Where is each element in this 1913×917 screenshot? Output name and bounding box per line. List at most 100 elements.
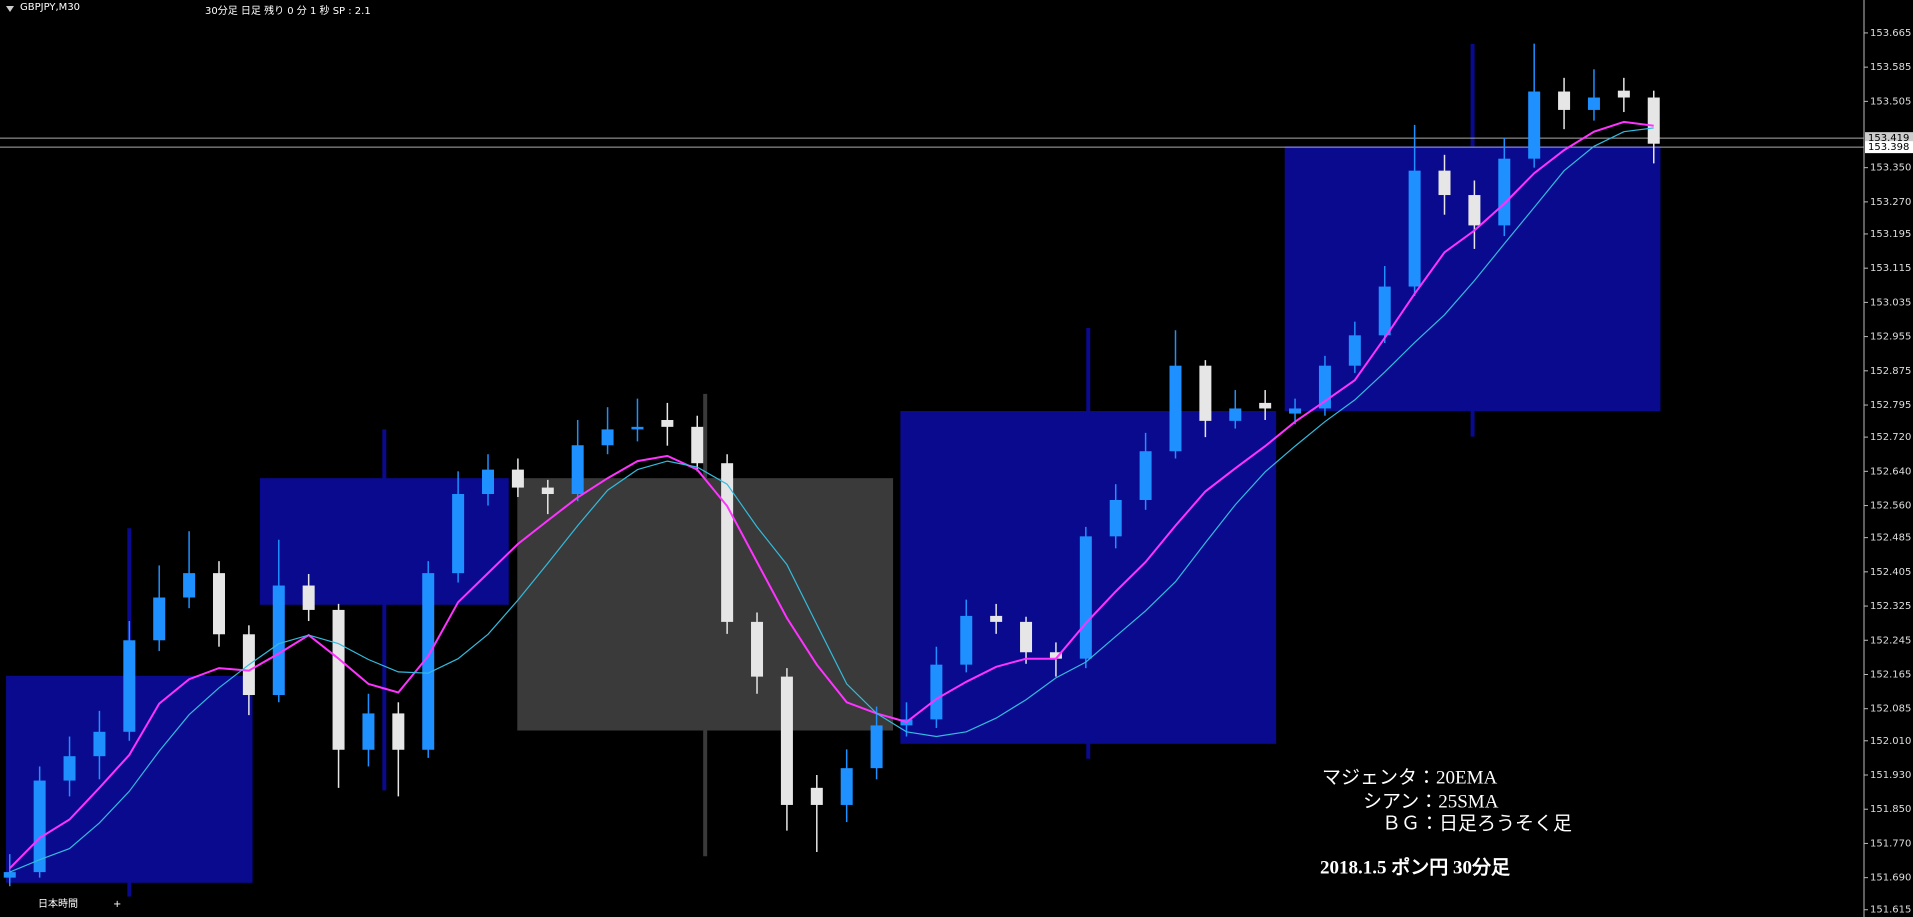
candle-body [1139, 451, 1152, 500]
candle-body [1408, 170, 1421, 287]
candle-body [1109, 499, 1122, 537]
collapse-icon[interactable] [6, 6, 14, 12]
candle-body [302, 585, 315, 610]
subtitle: 30分足 日足 残り 0 分 1 秒 SP : 2.1 [205, 4, 371, 17]
daily-body [259, 478, 509, 605]
candle-body [332, 609, 345, 750]
ma-line [9, 120, 1654, 869]
daily-body [517, 478, 894, 731]
candle-body [1289, 408, 1302, 414]
candle-body [3, 872, 16, 878]
candle-body [452, 493, 465, 574]
candle-body [930, 664, 943, 720]
price-label: 153.419 [1868, 133, 1909, 144]
y-tick-label: 153.195 [1870, 229, 1911, 240]
candle-body [691, 426, 704, 464]
candle-body [63, 756, 76, 781]
candle-body [1558, 91, 1571, 110]
candle-body [212, 573, 225, 635]
y-tick-label: 153.505 [1870, 96, 1911, 107]
candle-body [1378, 286, 1391, 336]
candle-body [482, 469, 495, 494]
candle-body [1049, 652, 1062, 659]
candle-body [392, 713, 405, 750]
y-tick-label: 153.350 [1870, 163, 1911, 174]
candle-body [1079, 536, 1092, 659]
candle-body [601, 429, 614, 446]
candle-body [780, 676, 793, 805]
candle-body [661, 420, 674, 427]
candle-body [960, 615, 973, 665]
y-tick-label: 152.560 [1870, 501, 1911, 512]
candle-body [1647, 97, 1660, 144]
y-tick-label: 151.690 [1870, 873, 1911, 884]
plot-layer [0, 43, 1864, 887]
candle-body [870, 725, 883, 769]
candle-body [1617, 90, 1630, 98]
candle-body [571, 445, 584, 494]
candle-body [1438, 170, 1451, 196]
y-tick-label: 152.010 [1870, 736, 1911, 747]
y-tick-label: 152.720 [1870, 432, 1911, 443]
annotation: マジェンタ：20EMA [1322, 766, 1498, 788]
price-label: 153.398 [1868, 142, 1909, 153]
y-tick-label: 152.165 [1870, 669, 1911, 680]
candle-body [541, 487, 554, 494]
candle-body [93, 731, 106, 757]
y-tick-label: 151.850 [1870, 804, 1911, 815]
candle-body [1528, 91, 1541, 159]
y-tick-label: 153.665 [1870, 28, 1911, 39]
candle-body [631, 426, 644, 430]
candle-body [511, 469, 524, 488]
candle-body [810, 787, 823, 805]
y-tick-label: 151.615 [1870, 905, 1911, 916]
y-tick-label: 152.405 [1870, 567, 1911, 578]
price-label-box [1865, 141, 1913, 154]
candle-body [840, 768, 853, 805]
annotation: ＢＧ：日足ろうそく足 [1382, 813, 1572, 834]
candle-body [1318, 365, 1331, 409]
candle-body [183, 573, 196, 598]
candle-body [1020, 621, 1033, 653]
annotation: 2018.1.5 ポン円 30分足 [1320, 855, 1511, 878]
y-tick-label: 153.270 [1870, 197, 1911, 208]
y-tick-label: 153.585 [1870, 62, 1911, 73]
candle-body [1348, 335, 1361, 366]
y-tick-label: 152.795 [1870, 400, 1911, 411]
y-tick-label: 152.485 [1870, 533, 1911, 544]
y-tick-label: 152.085 [1870, 704, 1911, 715]
y-tick-label: 151.930 [1870, 770, 1911, 781]
candle-body [272, 585, 285, 696]
candle-body [1169, 365, 1182, 452]
ma-line [9, 127, 1654, 873]
candle-body [1468, 195, 1481, 226]
y-tick-label: 153.115 [1870, 263, 1911, 274]
y-tick-label: 151.770 [1870, 838, 1911, 849]
annotation: シアン：25SMA [1363, 791, 1499, 812]
candle-body [990, 615, 1003, 622]
candle-body [721, 463, 734, 622]
footer-tab[interactable]: 日本時間 [38, 897, 78, 910]
footer-add[interactable]: + [113, 899, 121, 910]
y-tick-label: 152.955 [1870, 332, 1911, 343]
candle-body [1259, 402, 1272, 409]
y-tick-label: 152.245 [1870, 635, 1911, 646]
candle-body [422, 573, 435, 750]
y-tick-label: 152.325 [1870, 601, 1911, 612]
candle-body [153, 597, 166, 641]
candle-body [123, 640, 136, 732]
y-tick-label: 152.875 [1870, 366, 1911, 377]
candle-body [362, 713, 375, 750]
candle-body [1199, 365, 1212, 421]
y-tick-label: 152.640 [1870, 466, 1911, 477]
daily-body [1284, 146, 1661, 412]
candle-body [1229, 408, 1242, 421]
candle-body [1498, 158, 1511, 226]
candle-body [33, 780, 46, 873]
symbol: GBPJPY,M30 [20, 2, 80, 13]
y-tick-label: 153.035 [1870, 297, 1911, 308]
candle-body [1587, 97, 1600, 110]
candle-body [751, 621, 764, 677]
